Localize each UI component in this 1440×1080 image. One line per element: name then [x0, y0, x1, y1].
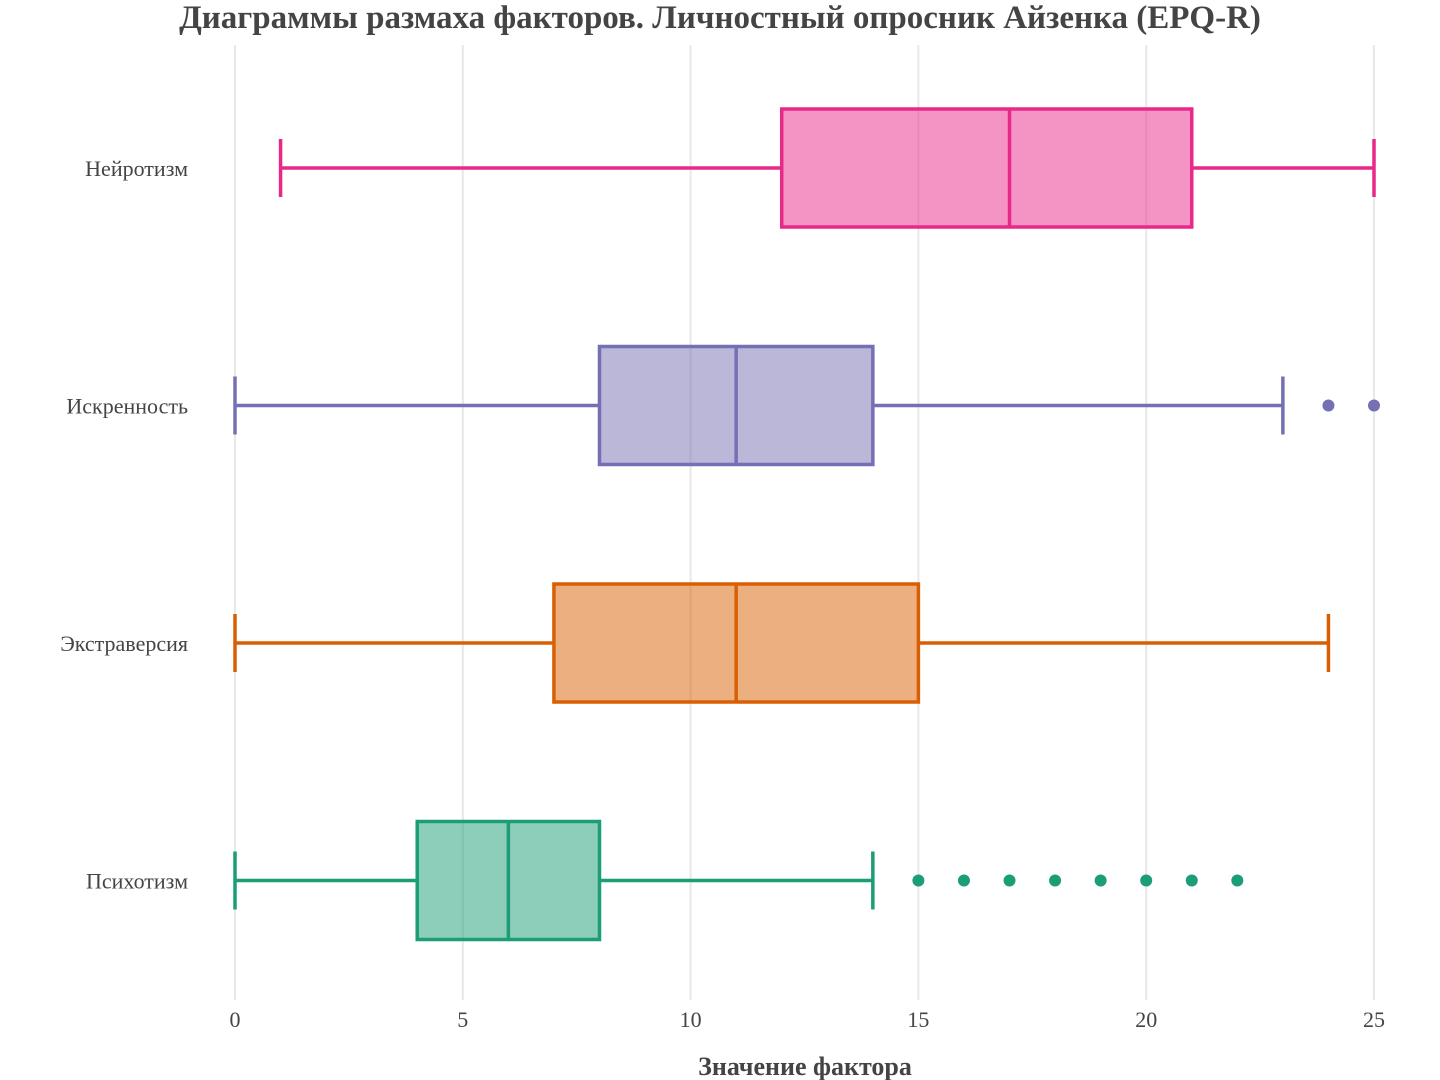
outlier-point — [1003, 874, 1016, 887]
x-tick-label: 5 — [457, 1007, 468, 1032]
y-axis-categories: Нейротизм Искренность Экстраверсия Психотиз… — [60, 156, 188, 894]
outlier-point — [1140, 874, 1153, 887]
x-tick-label: 25 — [1363, 1007, 1385, 1032]
outlier-point — [1231, 874, 1244, 887]
x-axis-title: Значение фактора — [698, 1052, 912, 1080]
y-category-label: Искренность — [66, 394, 188, 419]
boxes — [233, 107, 1380, 942]
outlier-point — [1322, 399, 1335, 412]
box-series — [278, 107, 1376, 229]
box-series — [233, 819, 1244, 942]
outlier-point — [1094, 874, 1107, 887]
y-category-label: Нейротизм — [85, 156, 188, 181]
iqr-box — [779, 107, 1194, 229]
box-series — [233, 344, 1380, 467]
x-tick-label: 15 — [907, 1007, 929, 1032]
outlier-point — [1185, 874, 1198, 887]
y-category-label: Психотизм — [86, 869, 188, 894]
outlier-point — [912, 874, 925, 887]
x-axis-ticks: 0 5 10 15 20 25 — [230, 1007, 1386, 1032]
outlier-point — [957, 874, 970, 887]
box-series — [233, 582, 1331, 704]
chart-title: Диаграммы размаха факторов. Личностный о… — [179, 0, 1261, 36]
outlier-point — [1049, 874, 1062, 887]
x-tick-label: 10 — [680, 1007, 702, 1032]
x-tick-label: 0 — [230, 1007, 241, 1032]
y-category-label: Экстраверсия — [60, 631, 188, 656]
outlier-point — [1368, 399, 1380, 412]
x-tick-label: 20 — [1135, 1007, 1157, 1032]
